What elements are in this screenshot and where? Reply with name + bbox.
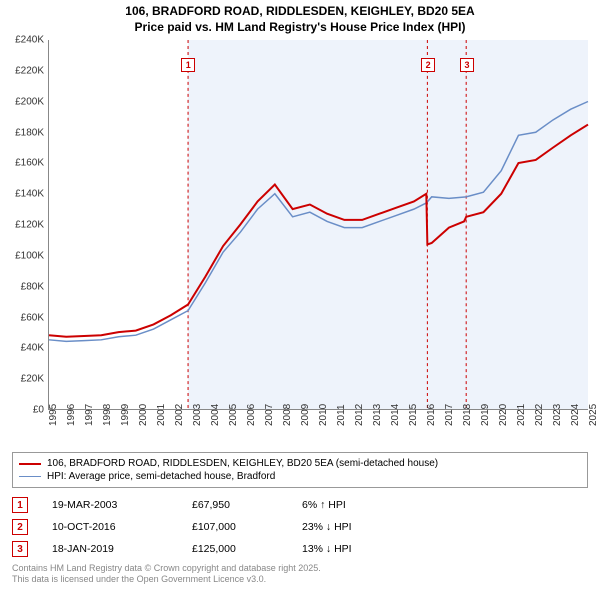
- y-tick-label: £120K: [15, 220, 44, 231]
- x-tick-label: 2021: [516, 404, 527, 426]
- marker-pct: 6% ↑ HPI: [302, 499, 462, 511]
- x-tick-label: 2025: [588, 404, 599, 426]
- title-line-2: Price paid vs. HM Land Registry's House …: [0, 20, 600, 36]
- chart-container: 106, BRADFORD ROAD, RIDDLESDEN, KEIGHLEY…: [0, 0, 600, 590]
- x-tick-label: 2003: [192, 404, 203, 426]
- y-tick-label: £160K: [15, 158, 44, 169]
- x-tick-label: 2009: [300, 404, 311, 426]
- x-tick-label: 2020: [498, 404, 509, 426]
- x-tick-label: 2014: [390, 404, 401, 426]
- marker-price: £107,000: [192, 521, 302, 533]
- legend-label: HPI: Average price, semi-detached house,…: [47, 471, 275, 482]
- footer-line-1: Contains HM Land Registry data © Crown c…: [12, 563, 321, 575]
- x-tick-label: 1995: [48, 404, 59, 426]
- x-tick-label: 2000: [138, 404, 149, 426]
- x-tick-label: 2013: [372, 404, 383, 426]
- y-tick-label: £60K: [21, 312, 44, 323]
- chart-title: 106, BRADFORD ROAD, RIDDLESDEN, KEIGHLEY…: [0, 0, 600, 37]
- marker-date: 18-JAN-2019: [52, 543, 192, 555]
- marker-row: 3 18-JAN-2019£125,00013% ↓ HPI: [12, 538, 588, 560]
- x-tick-label: 2007: [264, 404, 275, 426]
- chart-marker-badge: 1: [181, 58, 195, 72]
- legend-swatch: [19, 463, 41, 465]
- marker-pct: 23% ↓ HPI: [302, 521, 462, 533]
- y-tick-label: £240K: [15, 35, 44, 46]
- x-tick-label: 2022: [534, 404, 545, 426]
- marker-badge: 1: [12, 497, 28, 513]
- x-tick-label: 2001: [156, 404, 167, 426]
- x-tick-label: 2010: [318, 404, 329, 426]
- y-tick-label: £140K: [15, 189, 44, 200]
- x-tick-label: 2018: [462, 404, 473, 426]
- chart-marker-badge: 2: [421, 58, 435, 72]
- y-tick-label: £220K: [15, 65, 44, 76]
- marker-table: 1 19-MAR-2003£67,9506% ↑ HPI 2 10-OCT-2016£…: [12, 494, 588, 560]
- x-tick-label: 1998: [102, 404, 113, 426]
- x-tick-label: 2016: [426, 404, 437, 426]
- x-tick-label: 2002: [174, 404, 185, 426]
- x-tick-label: 1999: [120, 404, 131, 426]
- marker-row: 2 10-OCT-2016£107,00023% ↓ HPI: [12, 516, 588, 538]
- x-tick-label: 1997: [84, 404, 95, 426]
- marker-date: 19-MAR-2003: [52, 499, 192, 511]
- y-tick-label: £100K: [15, 250, 44, 261]
- marker-badge: 2: [12, 519, 28, 535]
- y-tick-label: £80K: [21, 281, 44, 292]
- legend-row: HPI: Average price, semi-detached house,…: [19, 470, 581, 483]
- x-tick-label: 2023: [552, 404, 563, 426]
- marker-badge: 3: [12, 541, 28, 557]
- legend: 106, BRADFORD ROAD, RIDDLESDEN, KEIGHLEY…: [12, 452, 588, 488]
- y-tick-label: £180K: [15, 127, 44, 138]
- plot-area: 1 2 3: [48, 40, 588, 410]
- marker-pct: 13% ↓ HPI: [302, 543, 462, 555]
- title-line-1: 106, BRADFORD ROAD, RIDDLESDEN, KEIGHLEY…: [0, 4, 600, 20]
- y-tick-label: £20K: [21, 374, 44, 385]
- marker-date: 10-OCT-2016: [52, 521, 192, 533]
- x-tick-label: 1996: [66, 404, 77, 426]
- y-axis: £0£20K£40K£60K£80K£100K£120K£140K£160K£1…: [0, 40, 48, 410]
- x-tick-label: 2011: [336, 404, 347, 426]
- legend-row: 106, BRADFORD ROAD, RIDDLESDEN, KEIGHLEY…: [19, 457, 581, 470]
- x-tick-label: 2006: [246, 404, 257, 426]
- x-tick-label: 2015: [408, 404, 419, 426]
- y-tick-label: £0: [33, 405, 44, 416]
- footer-line-2: This data is licensed under the Open Gov…: [12, 574, 321, 586]
- plot-svg: [49, 40, 588, 409]
- chart-marker-badge: 3: [460, 58, 474, 72]
- x-tick-label: 2024: [570, 404, 581, 426]
- footer-attribution: Contains HM Land Registry data © Crown c…: [12, 563, 321, 586]
- x-tick-label: 2012: [354, 404, 365, 426]
- y-tick-label: £200K: [15, 96, 44, 107]
- x-tick-label: 2008: [282, 404, 293, 426]
- legend-swatch: [19, 476, 41, 477]
- x-tick-label: 2005: [228, 404, 239, 426]
- x-tick-label: 2019: [480, 404, 491, 426]
- y-tick-label: £40K: [21, 343, 44, 354]
- x-tick-label: 2004: [210, 404, 221, 426]
- marker-row: 1 19-MAR-2003£67,9506% ↑ HPI: [12, 494, 588, 516]
- legend-label: 106, BRADFORD ROAD, RIDDLESDEN, KEIGHLEY…: [47, 458, 438, 469]
- marker-price: £67,950: [192, 499, 302, 511]
- x-tick-label: 2017: [444, 404, 455, 426]
- marker-price: £125,000: [192, 543, 302, 555]
- x-axis: 1995199619971998199920002001200220032004…: [48, 410, 588, 450]
